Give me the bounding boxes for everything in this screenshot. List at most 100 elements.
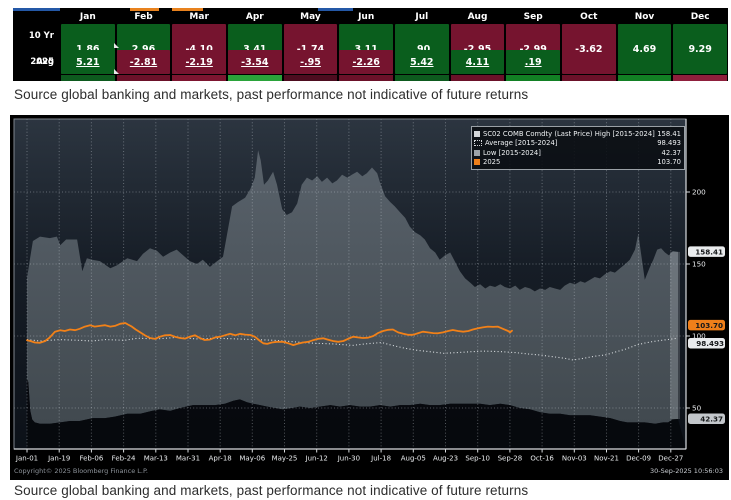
month-header: May [300,12,321,22]
return-cell: 9.29 [673,24,727,74]
return-cell[interactable]: 5.42 [395,50,449,74]
line-2025 [26,322,513,347]
cropped-cell-remnant [318,8,353,11]
x-axis-label: Aug-23 [433,455,458,463]
dotted-swatch-icon [474,140,482,147]
legend-value: 158.41 [657,129,681,138]
seasonality-chart[interactable]: Jan-01 Jan-19 Feb-06 Feb-24 Mar-13 Mar-31 Apr-… [10,115,729,480]
x-axis-label: Jun-12 [305,455,328,463]
x-axis-label: Jan-01 [15,455,38,463]
return-cell [562,50,616,74]
month-header: Sep [523,12,543,22]
price-tag-low: 42.37 [688,413,725,424]
table-row: 2025 5.21 -2.81 -2.19 -3.54 -.95 -2.26 5.42 4.11… [13,49,728,75]
cropped-cell-remnant [395,75,449,81]
y-axis-label: 100 [692,332,706,341]
x-axis-label: Apr-18 [209,455,232,463]
table-row: 10 Yr Avg 1.86 2.96 -4.10 3.41 -1.74 3.11.90 -2… [13,23,728,74]
cropped-cell-remnant [130,8,159,11]
x-axis-label: Dec-09 [626,455,651,463]
month-header: Jan [79,12,96,22]
x-axis-label: Nov-03 [562,455,587,463]
legend-item[interactable]: Low [2015-2024] 42.37 [474,148,681,158]
chart-legend: SC02 COMB Comdty (Last Price) High [2015… [471,126,685,170]
return-cell[interactable]: 4.11 [450,50,505,74]
month-header: Aug [467,12,488,22]
cropped-cell-remnant [172,75,226,81]
legend-label: Low [2015-2024] [483,148,541,157]
return-cell [673,50,727,74]
legend-item[interactable]: Average [2015-2024] 98.493 [474,139,681,149]
average-line [26,336,679,361]
x-axis-label: Sep-28 [498,455,523,463]
source-note-bottom: Source global banking and markets, past … [14,483,529,498]
copyright-note: Copyright© 2025 Bloomberg Finance L.P. [14,467,148,475]
legend-label: Average [2015-2024] [485,139,558,148]
y-axis-label: 150 [692,260,706,269]
cropped-cell-remnant [673,75,727,81]
band-end-highlight [670,251,680,419]
x-axis-label: Jun-30 [337,455,360,463]
cropped-cell-remnant [61,75,115,81]
x-axis-label: Aug-05 [401,455,426,463]
legend-label: SC02 COMB Comdty (Last Price) High [2015… [483,129,655,138]
x-axis-label: Nov-21 [594,455,619,463]
month-header: Nov [634,12,655,22]
month-header: Feb [134,12,153,22]
svg-text:42.37: 42.37 [700,415,723,424]
month-header: Jul [415,12,429,22]
month-header: Apr [245,12,264,22]
month-header: Jun [358,12,375,22]
cropped-cell-remnant [116,75,171,81]
svg-text:98.493: 98.493 [696,339,724,348]
cropped-cell-remnant [172,8,203,11]
high-low-band [27,150,678,424]
cropped-cell-remnant [562,75,616,81]
cropped-cell-remnant [506,75,560,81]
price-tag-high: 158.41 [688,246,725,257]
month-header: Mar [189,12,209,22]
solid-gray-swatch-icon [474,149,480,156]
source-note-top: Source global banking and markets, past … [14,87,529,102]
legend-value: 98.493 [657,139,681,148]
x-axis-label: Dec-27 [658,455,683,463]
svg-text:158.41: 158.41 [695,247,723,256]
return-cell[interactable]: 5.21 [61,50,115,74]
return-cell: -3.62 [562,24,616,74]
cropped-cell-remnant [13,8,60,11]
return-cell[interactable]: -2.19 [172,50,226,74]
legend-value: 103.70 [657,158,681,167]
solid-orange-swatch-icon [474,159,480,166]
solid-light-swatch-icon [474,130,480,137]
return-cell[interactable]: .19 [506,50,560,74]
cell-corner-marker [114,69,119,74]
y-axis-label: 50 [692,404,702,413]
cell-corner-marker [114,43,119,48]
chart-timestamp: 30-Sep-2025 10:56:03 [649,467,723,475]
legend-label: 2025 [483,158,501,167]
return-cell[interactable]: -.95 [283,50,338,74]
svg-text:103.70: 103.70 [695,321,723,330]
cropped-cell-remnant [339,75,393,81]
x-axis-label: Oct-16 [530,455,554,463]
price-tag-average: 98.493 [688,338,725,349]
cropped-cell-remnant [450,75,505,81]
x-axis-label: Mar-31 [176,455,200,463]
cropped-row-bottom [13,75,728,81]
x-axis-label: Feb-06 [79,455,103,463]
return-cell: 4.69 [617,24,672,74]
x-axis-label: Mar-13 [144,455,168,463]
x-axis-label: Feb-24 [112,455,136,463]
row-label: 10 Yr Avg [28,31,54,67]
month-header: Dec [690,12,710,22]
return-cell[interactable]: -3.54 [228,50,282,74]
return-cell[interactable]: -2.26 [339,50,393,74]
cropped-cell-remnant [617,75,672,81]
legend-item[interactable]: 2025 103.70 [474,158,681,168]
x-axis-label: May-06 [239,455,265,463]
x-axis-label: Jan-19 [47,455,70,463]
legend-item[interactable]: SC02 COMB Comdty (Last Price) High [2015… [474,129,681,139]
below-low-region [27,379,686,449]
return-cell[interactable]: -2.81 [116,50,171,74]
month-header-row: Jan Feb Mar Apr May Jun Jul Aug Sep Oct Nov Dec [13,11,728,23]
